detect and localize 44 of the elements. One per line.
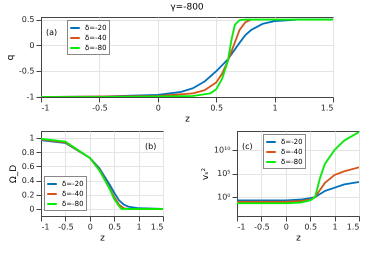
y-tick-label: 10¹⁰ [214, 145, 230, 154]
line-series [237, 131, 359, 204]
y-tick-label: -1 [26, 92, 34, 102]
x-tick-label: -1 [42, 222, 50, 232]
y-tick-label: 0.2 [22, 190, 34, 200]
x-tick-label: 1 [136, 222, 142, 232]
y-tick-label: 0.5 [22, 15, 34, 24]
x-axis-title: z [296, 234, 302, 244]
line-series [237, 166, 359, 203]
y-tick-label: 10⁰ [217, 192, 230, 202]
x-tick-label: 1.5 [320, 104, 334, 112]
x-tick-label: 0 [156, 104, 161, 112]
x-tick-label: 0 [88, 222, 93, 232]
y-axis-title: vₛ² [200, 167, 211, 180]
x-tick-label: -0.5 [58, 222, 74, 232]
y-tick-label: 0.4 [22, 176, 34, 186]
x-tick-label: 1.5 [346, 222, 360, 232]
x-tick-label: 0.5 [210, 104, 224, 112]
y-tick-label: -0.5 [18, 66, 34, 76]
y-tick-label: 1 [29, 134, 34, 143]
x-tick-label: -1 [238, 222, 246, 232]
y-axis-title: Ω_D [8, 164, 19, 184]
x-tick-label: 0.5 [108, 222, 122, 232]
x-tick-label: 1.5 [150, 222, 164, 232]
y-tick-label: 0 [29, 204, 34, 214]
y-tick-label: 0 [29, 40, 34, 50]
chart-title: γ=-800 [170, 2, 204, 13]
line-series [237, 181, 359, 202]
y-tick-label: 0.8 [22, 148, 34, 157]
y-tick-label: 0.6 [22, 162, 34, 171]
annotation: (c) [242, 142, 253, 151]
x-tick-label: 1 [272, 104, 278, 112]
annotation: (b) [145, 142, 156, 151]
annotation: (a) [46, 28, 58, 37]
x-tick-label: 1 [332, 222, 338, 232]
x-tick-label: -0.5 [254, 222, 270, 232]
x-axis-title: z [100, 234, 106, 244]
x-tick-label: -0.5 [92, 104, 108, 112]
x-tick-label: -1 [42, 104, 50, 112]
y-tick-label: 10⁵ [217, 169, 230, 178]
y-axis-title: q [6, 54, 16, 60]
x-tick-label: 0 [284, 222, 289, 232]
x-tick-label: 0.5 [304, 222, 318, 232]
x-axis-title: z [185, 114, 190, 124]
